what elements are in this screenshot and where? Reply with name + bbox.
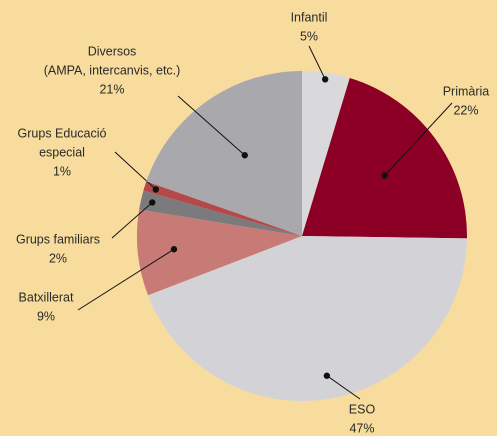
leader-dot: [241, 152, 248, 159]
value-label: 22%: [453, 103, 478, 117]
slice-label: Grups Educació: [18, 126, 107, 140]
leader-line: [326, 375, 361, 400]
pie-slice: [139, 190, 302, 236]
pie-slice: [302, 78, 467, 239]
leader-dot: [152, 186, 159, 193]
leader-dot: [170, 246, 178, 253]
slice-label: Primària: [443, 84, 490, 98]
leader-line: [308, 45, 326, 80]
pie-slice: [136, 209, 302, 296]
slice-label: ESO: [349, 402, 376, 416]
value-label: 47%: [349, 421, 374, 435]
slice-label: Grups familiars: [16, 232, 100, 246]
leader-dot: [321, 76, 329, 83]
slice-label: Batxillerat: [19, 290, 74, 304]
value-label: 5%: [300, 29, 318, 43]
leader-dot: [149, 199, 156, 206]
leader-line: [77, 248, 175, 311]
leader-line: [384, 102, 453, 176]
value-label: 9%: [37, 309, 55, 323]
leader-dot: [381, 172, 388, 179]
slice-label: Diversos: [88, 44, 137, 58]
pie-slice: [143, 181, 302, 236]
leader-dot: [323, 372, 331, 379]
slice-label: Infantil: [291, 10, 328, 24]
value-label: 2%: [49, 251, 67, 265]
slice-label: (AMPA, intercanvis, etc.): [44, 63, 181, 77]
value-label: 1%: [53, 164, 71, 178]
leader-line: [177, 95, 246, 156]
leader-line: [114, 151, 157, 190]
value-label: 21%: [99, 82, 124, 96]
pie-slice: [146, 71, 302, 236]
pie-slice: [147, 236, 467, 401]
pie-slice: [302, 71, 350, 236]
slice-label: especial: [39, 145, 85, 159]
leader-line: [111, 202, 153, 239]
